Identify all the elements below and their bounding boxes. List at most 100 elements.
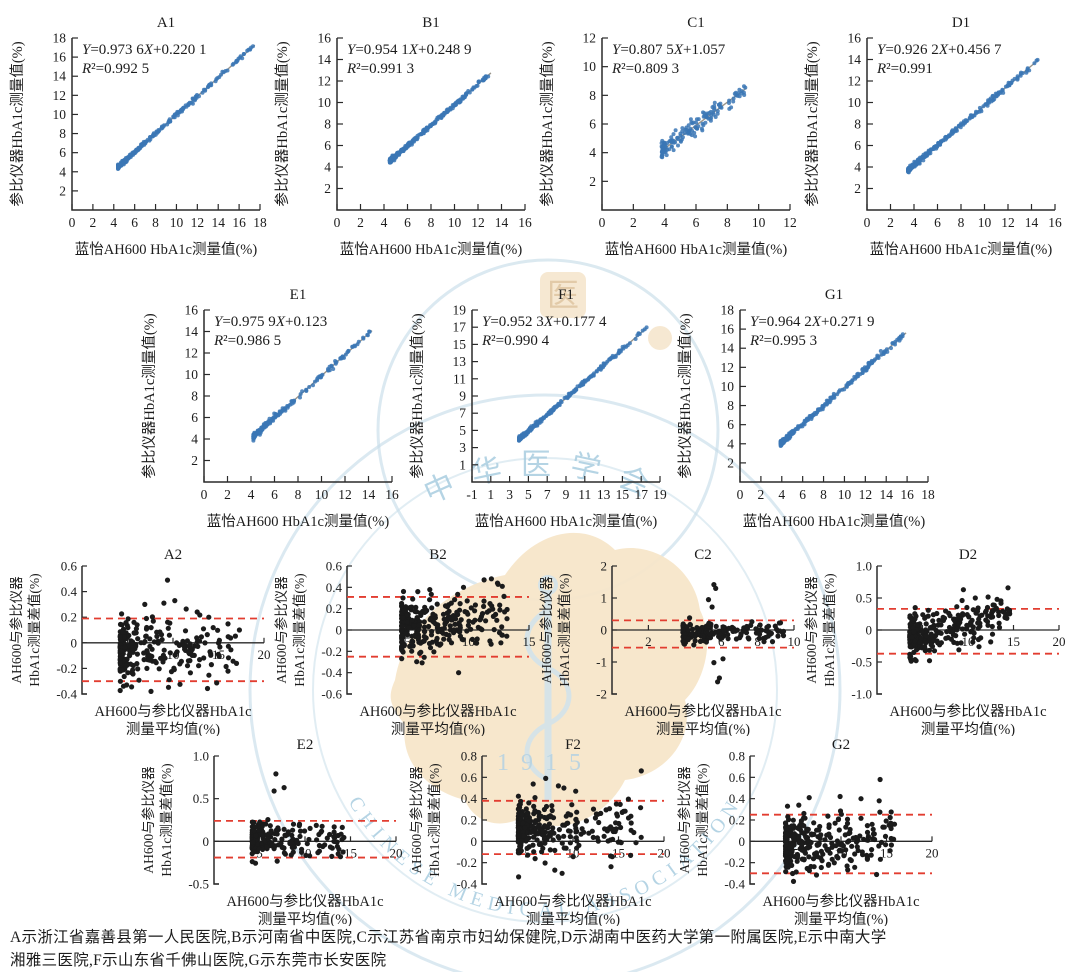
svg-text:11: 11 (453, 371, 466, 386)
svg-text:0.6: 0.6 (326, 559, 343, 574)
svg-text:9: 9 (459, 389, 466, 404)
svg-text:2: 2 (887, 215, 894, 230)
svg-text:0.5: 0.5 (193, 791, 209, 806)
svg-text:4: 4 (110, 215, 117, 230)
svg-text:6: 6 (718, 634, 725, 649)
chart-D1-scatter: D1 0 2 4 6 8 10 12 14 16 2 4 6 8 10 12 14 16 Y=0.926 2X+0.… (803, 12, 1067, 272)
svg-text:R²=0.809 3: R²=0.809 3 (611, 61, 679, 77)
svg-text:AH600与参比仪器: AH600与参比仪器 (140, 766, 156, 874)
svg-text:F2: F2 (565, 737, 581, 753)
chart-E1-scatter: E1 0 2 4 6 8 10 12 14 16 2 4 6 8 10 12 14 16 Y=0.975 9X+0.… (140, 284, 404, 544)
svg-text:15: 15 (612, 845, 625, 860)
svg-text:Y=0.973 6X+0.220 1: Y=0.973 6X+0.220 1 (82, 42, 206, 58)
svg-text:6: 6 (271, 487, 278, 502)
svg-text:0: 0 (864, 215, 871, 230)
svg-text:14: 14 (1025, 215, 1039, 230)
svg-text:2: 2 (59, 183, 66, 198)
svg-text:0.5: 0.5 (856, 591, 872, 606)
svg-text:参比仪器HbA1c测量值(%): 参比仪器HbA1c测量值(%) (539, 41, 556, 206)
svg-text:0.8: 0.8 (729, 749, 745, 764)
svg-text:4: 4 (248, 487, 255, 502)
svg-text:0.2: 0.2 (729, 813, 745, 828)
svg-text:12: 12 (185, 346, 199, 361)
svg-text:AH600与参比仪器: AH600与参比仪器 (408, 766, 424, 874)
svg-text:8: 8 (152, 215, 159, 230)
svg-text:2: 2 (645, 634, 652, 649)
svg-text:1: 1 (601, 591, 608, 606)
svg-text:16: 16 (1048, 215, 1062, 230)
charts-grid: A1 0 2 4 6 8 10 12 14 16 18 2 4 6 8 10 12 14 16 18 Y=0.973 6… (8, 12, 1067, 928)
svg-text:10: 10 (53, 107, 67, 122)
svg-text:8: 8 (727, 398, 734, 413)
svg-text:6: 6 (324, 138, 331, 153)
chart-E2-bland-altman: E21.00.50-0.55101520AH600与参比仪器HbA1c测量差值(… (140, 736, 404, 928)
svg-text:1.0: 1.0 (856, 559, 872, 574)
chart-C2-bland-altman: C2210-1-2246810AH600与参比仪器HbA1c测量差值(%)AH6… (538, 546, 802, 738)
svg-text:18: 18 (921, 487, 935, 502)
svg-text:5: 5 (525, 487, 532, 502)
svg-text:参比仪器HbA1c测量值(%): 参比仪器HbA1c测量值(%) (677, 313, 694, 478)
svg-text:AH600与参比仪器HbA1c: AH600与参比仪器HbA1c (762, 893, 919, 910)
svg-text:AH600与参比仪器: AH600与参比仪器 (803, 576, 819, 684)
svg-text:0.2: 0.2 (461, 813, 477, 828)
svg-text:0: 0 (71, 635, 78, 650)
svg-text:-0.6: -0.6 (321, 687, 342, 702)
svg-text:6: 6 (59, 145, 66, 160)
svg-text:8: 8 (754, 634, 761, 649)
svg-text:Y=0.807 5X+1.057: Y=0.807 5X+1.057 (612, 42, 726, 58)
svg-text:0.2: 0.2 (61, 610, 77, 625)
svg-text:17: 17 (453, 320, 467, 335)
svg-text:10: 10 (448, 215, 462, 230)
svg-text:2: 2 (727, 455, 734, 470)
svg-text:14: 14 (721, 341, 735, 356)
svg-text:14: 14 (879, 487, 893, 502)
svg-text:0: 0 (471, 834, 478, 849)
svg-text:15: 15 (453, 337, 467, 352)
svg-text:2: 2 (357, 215, 364, 230)
svg-text:-0.4: -0.4 (456, 877, 477, 892)
svg-text:14: 14 (185, 324, 199, 339)
svg-text:0.6: 0.6 (729, 770, 746, 785)
svg-text:4: 4 (191, 432, 198, 447)
svg-text:0: 0 (601, 623, 608, 638)
svg-text:参比仪器HbA1c测量值(%): 参比仪器HbA1c测量值(%) (274, 41, 291, 206)
svg-text:参比仪器HbA1c测量值(%): 参比仪器HbA1c测量值(%) (9, 41, 26, 206)
svg-text:12: 12 (471, 215, 485, 230)
svg-text:10: 10 (185, 367, 199, 382)
svg-text:2: 2 (630, 215, 637, 230)
svg-text:20: 20 (658, 845, 671, 860)
svg-text:0: 0 (599, 215, 606, 230)
svg-text:4: 4 (727, 436, 734, 451)
svg-text:E2: E2 (297, 737, 314, 753)
svg-text:参比仪器HbA1c测量值(%): 参比仪器HbA1c测量值(%) (409, 313, 426, 478)
svg-text:20: 20 (926, 845, 939, 860)
svg-text:9: 9 (563, 487, 570, 502)
svg-text:Y=0.926 2X+0.456 7: Y=0.926 2X+0.456 7 (877, 42, 1002, 58)
svg-text:2: 2 (90, 215, 97, 230)
svg-text:1: 1 (487, 487, 494, 502)
svg-text:18: 18 (721, 303, 735, 318)
svg-text:10: 10 (315, 487, 329, 502)
svg-text:Y=0.952 3X+0.177 4: Y=0.952 3X+0.177 4 (482, 314, 607, 330)
svg-text:16: 16 (232, 215, 246, 230)
svg-text:4: 4 (661, 215, 668, 230)
svg-text:10: 10 (848, 95, 862, 110)
svg-text:-0.4: -0.4 (724, 877, 745, 892)
svg-text:16: 16 (53, 50, 67, 65)
svg-text:8: 8 (191, 389, 198, 404)
svg-text:0.6: 0.6 (461, 770, 478, 785)
svg-text:AH600与参比仪器HbA1c: AH600与参比仪器HbA1c (889, 703, 1046, 720)
svg-text:16: 16 (185, 303, 199, 318)
svg-text:8: 8 (428, 215, 435, 230)
chart-G1-scatter: G1 0 2 4 6 8 10 12 14 16 18 2 4 6 8 10 12 14 16 18 Y=0.964 2… (676, 284, 940, 544)
svg-text:AH600与参比仪器HbA1c: AH600与参比仪器HbA1c (94, 703, 251, 720)
svg-text:10: 10 (583, 59, 597, 74)
svg-text:12: 12 (583, 31, 597, 46)
svg-text:11: 11 (578, 487, 591, 502)
svg-text:5: 5 (404, 634, 411, 649)
svg-text:A2: A2 (164, 547, 182, 563)
svg-text:R²=0.990 4: R²=0.990 4 (481, 333, 550, 349)
svg-text:0: 0 (69, 215, 76, 230)
chart-F1-scatter: F1 -1 1 3 5 7 9 11 13 15 17 19 1 3 5 7 9 11 13 15 17 19 Y=0.95… (408, 284, 672, 544)
